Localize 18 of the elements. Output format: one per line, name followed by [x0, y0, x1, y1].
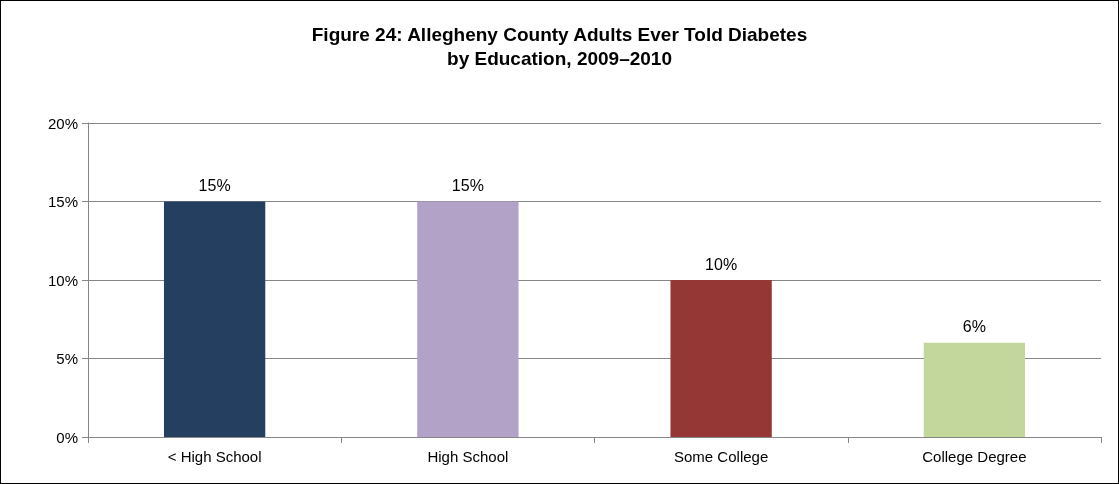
x-tick-label: < High School	[167, 448, 262, 465]
y-tick-label: 0%	[56, 428, 78, 446]
data-label: 15%	[451, 177, 484, 194]
data-label: 10%	[705, 255, 738, 273]
data-label: 15%	[198, 177, 231, 194]
chart-title: Figure 24: Allegheny County Adults Ever Told Diabetes by Education, 2009–2010	[311, 23, 808, 69]
data-label: 6%	[962, 318, 986, 336]
bar	[923, 342, 1026, 437]
x-tick-label: College Degree	[922, 448, 1027, 465]
bar	[163, 201, 266, 437]
y-tick-label: 5%	[56, 350, 78, 367]
bar	[417, 201, 519, 437]
y-tick-label: 15%	[47, 193, 78, 210]
bar	[670, 280, 772, 437]
x-tick-label: Some College	[674, 448, 769, 465]
x-tick-label: High School	[427, 448, 509, 465]
y-tick-label: 20%	[47, 114, 78, 132]
y-tick-label: 10%	[47, 271, 78, 289]
